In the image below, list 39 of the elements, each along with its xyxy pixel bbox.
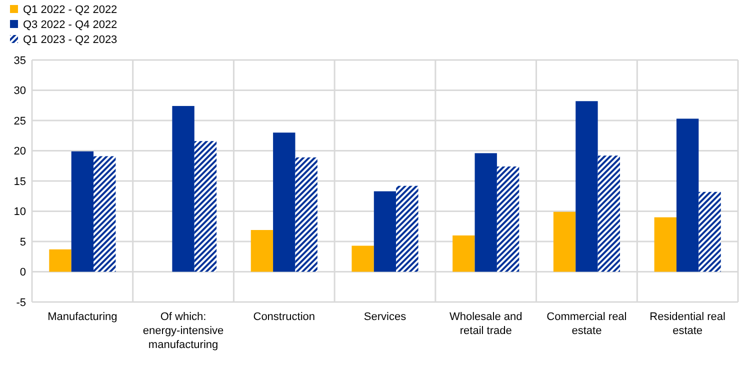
y-tick-label: -5 xyxy=(16,296,26,309)
bar xyxy=(94,156,116,272)
bar xyxy=(49,249,72,272)
bar xyxy=(374,191,396,272)
bar xyxy=(576,101,598,272)
y-tick-label: 25 xyxy=(14,115,26,128)
x-tick-label: Construction xyxy=(253,311,316,323)
x-tick-label: Wholesale and retail trade xyxy=(449,311,522,337)
x-tick-label: Residential real estate xyxy=(650,311,726,337)
y-tick-label: 35 xyxy=(14,54,26,67)
legend-label: Q3 2022 - Q4 2022 xyxy=(23,19,118,31)
y-tick-label: 20 xyxy=(14,146,26,158)
bar xyxy=(496,166,520,272)
bar xyxy=(698,192,721,272)
bar xyxy=(194,141,217,272)
x-tick-label: Of which: energy-intensive manufacturing xyxy=(142,311,224,351)
bar xyxy=(654,217,676,272)
x-tick-label: Manufacturing xyxy=(48,311,118,323)
x-tick-label: Services xyxy=(364,311,407,323)
y-tick-label: 10 xyxy=(14,206,26,218)
bar xyxy=(273,132,296,272)
bar xyxy=(352,246,374,272)
legend-label: Q1 2022 - Q2 2022 xyxy=(23,4,118,16)
bar xyxy=(474,153,497,272)
bar xyxy=(172,106,194,272)
bar xyxy=(598,156,620,272)
legend-label: Q1 2023 - Q2 2023 xyxy=(23,34,118,46)
bar xyxy=(295,157,318,272)
x-tick-label: Commercial real estate xyxy=(546,311,627,337)
y-tick-label: 5 xyxy=(20,236,26,248)
y-tick-label: 30 xyxy=(14,85,26,98)
y-tick-label: 0 xyxy=(20,266,26,279)
bar xyxy=(396,186,418,272)
y-tick-label: 15 xyxy=(14,176,26,188)
bar xyxy=(553,212,576,272)
bar xyxy=(71,151,94,272)
bar xyxy=(452,235,475,272)
bar xyxy=(250,230,274,272)
bar xyxy=(676,118,699,272)
